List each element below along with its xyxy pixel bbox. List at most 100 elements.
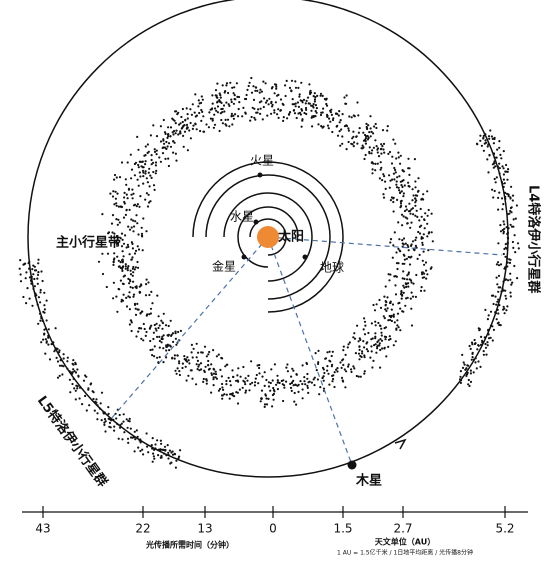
asteroid [184, 365, 187, 368]
asteroid [123, 191, 126, 194]
asteroid [199, 362, 203, 365]
asteroid [156, 356, 159, 359]
scale-tick-label: 13 [197, 522, 212, 536]
asteroid [173, 452, 176, 455]
asteroid [207, 353, 210, 356]
asteroid [410, 243, 413, 246]
asteroid [190, 351, 193, 354]
asteroid [194, 115, 197, 118]
asteroid [112, 263, 115, 266]
asteroid [129, 286, 132, 289]
asteroid [482, 350, 485, 353]
asteroid [130, 193, 133, 196]
asteroid [415, 273, 418, 277]
asteroid [371, 149, 374, 152]
asteroid [142, 175, 145, 178]
asteroid [73, 370, 76, 373]
asteroid [188, 129, 191, 132]
asteroid [401, 180, 404, 183]
sun [257, 226, 279, 248]
asteroid [295, 116, 298, 120]
asteroid [421, 259, 424, 262]
asteroid [167, 126, 170, 129]
asteroid [227, 376, 230, 379]
asteroid [215, 96, 218, 99]
asteroid [305, 362, 309, 366]
asteroid [469, 372, 472, 375]
asteroid [126, 269, 129, 272]
asteroid [226, 363, 229, 366]
asteroid [171, 131, 174, 134]
asteroid [379, 306, 383, 309]
asteroid [259, 107, 262, 110]
asteroid [264, 101, 268, 104]
asteroid [502, 203, 505, 206]
asteroid [355, 135, 358, 138]
asteroid [426, 222, 429, 225]
asteroid [146, 205, 150, 208]
asteroid [197, 99, 200, 102]
asteroid [107, 231, 111, 234]
asteroid [100, 391, 104, 394]
asteroid [131, 197, 134, 200]
asteroid [258, 372, 261, 375]
asteroid [414, 204, 417, 207]
asteroid [103, 418, 107, 421]
asteroid [39, 301, 42, 304]
asteroid [56, 360, 60, 363]
asteroid [139, 449, 142, 453]
asteroid [297, 383, 300, 386]
asteroid [214, 376, 217, 379]
asteroid [392, 210, 395, 213]
asteroid [231, 369, 234, 372]
asteroid [149, 200, 152, 203]
asteroid [370, 345, 373, 348]
asteroid [465, 367, 468, 370]
asteroid [369, 127, 372, 130]
asteroid [336, 124, 339, 127]
asteroid [158, 324, 161, 327]
asteroid [214, 373, 218, 376]
asteroid [219, 112, 222, 115]
asteroid [404, 242, 407, 245]
asteroid [469, 369, 472, 372]
asteroid [148, 167, 151, 170]
asteroid [119, 266, 122, 269]
asteroid [109, 426, 112, 429]
asteroid [165, 349, 168, 352]
asteroid [380, 166, 383, 169]
asteroid [147, 451, 150, 454]
asteroid [400, 190, 403, 193]
asteroid [396, 312, 400, 315]
asteroid [370, 152, 373, 155]
asteroid [181, 366, 184, 370]
asteroid [301, 99, 304, 103]
asteroid [37, 322, 40, 325]
asteroid [350, 368, 353, 371]
inner-orbits [192, 161, 344, 313]
asteroid [486, 158, 489, 161]
asteroid [142, 339, 145, 342]
asteroid [318, 393, 321, 396]
asteroid [417, 189, 420, 192]
asteroid [90, 382, 93, 385]
asteroid [409, 226, 412, 229]
asteroid [260, 397, 263, 401]
asteroid [304, 383, 307, 386]
asteroid [214, 107, 217, 110]
asteroid [134, 438, 137, 441]
asteroid [71, 362, 74, 365]
asteroid [513, 234, 516, 237]
asteroid [230, 98, 233, 101]
asteroid [300, 81, 303, 84]
asteroid [286, 370, 289, 373]
asteroid [365, 122, 368, 125]
asteroid [315, 111, 318, 114]
asteroid [389, 238, 393, 241]
asteroid [331, 380, 334, 383]
asteroid [117, 437, 120, 440]
asteroid [489, 129, 492, 132]
asteroid [494, 181, 497, 184]
asteroid [238, 388, 241, 391]
asteroid [501, 208, 504, 211]
